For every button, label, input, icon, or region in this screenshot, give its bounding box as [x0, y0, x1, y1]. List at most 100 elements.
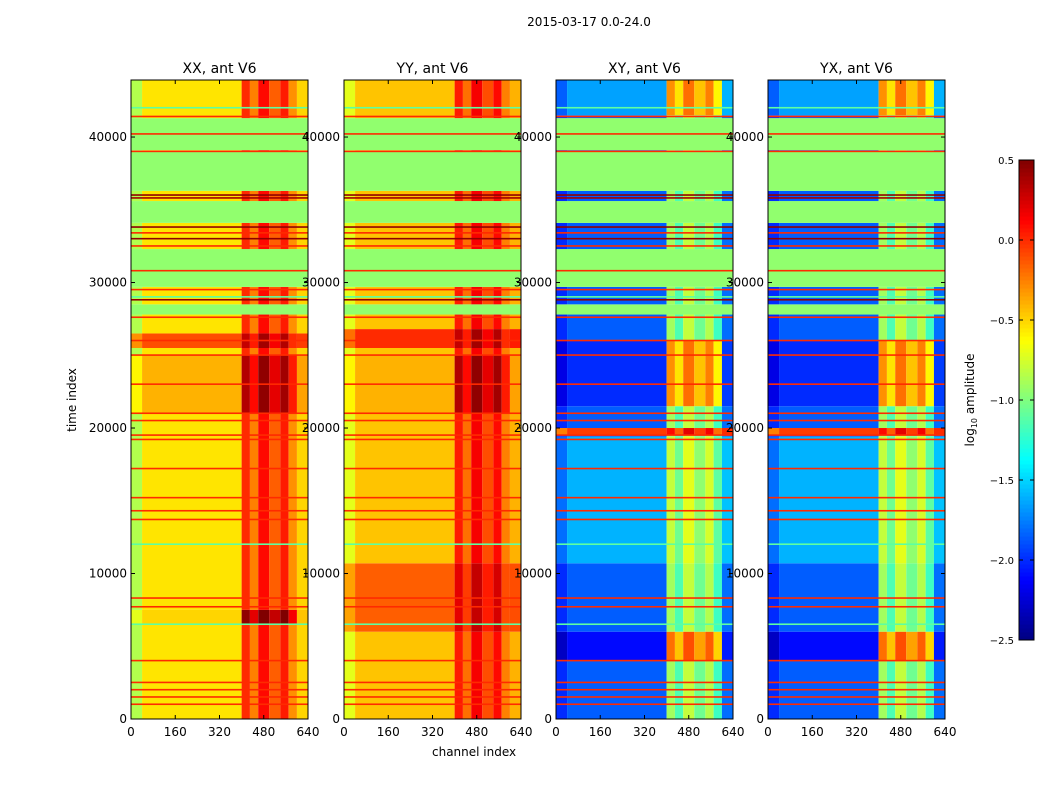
heatmap-cell	[925, 435, 934, 437]
heatmap-cell	[493, 347, 502, 356]
x-tick-label: 480	[889, 725, 912, 739]
flag-line	[768, 383, 945, 385]
colorbar-tick-label: −2.5	[990, 636, 1014, 647]
flag-line	[344, 623, 521, 626]
flag-line	[768, 518, 945, 521]
heatmap-cell	[258, 413, 270, 610]
flag-line	[556, 354, 733, 356]
heatmap-cell	[768, 286, 780, 305]
flag-line	[131, 288, 308, 291]
heatmap-cell	[674, 435, 684, 437]
heatmap-cell	[482, 314, 494, 330]
colorbar-segment	[1019, 460, 1034, 465]
heatmap-cell	[355, 314, 455, 330]
flag-line	[344, 150, 521, 153]
heatmap-cell	[933, 340, 945, 407]
flag-line	[768, 269, 945, 272]
heatmap-cell	[906, 340, 918, 407]
flag-line	[768, 623, 945, 626]
colorbar-segment	[1019, 476, 1034, 481]
heatmap-cell	[895, 222, 907, 250]
flag-line	[131, 509, 308, 512]
heatmap-cell	[666, 314, 675, 341]
heatmap-cell	[131, 201, 308, 223]
flag-line	[344, 354, 521, 356]
flag-line	[344, 269, 521, 272]
heatmap-cell	[296, 222, 308, 250]
heatmap-cell	[454, 80, 463, 119]
heatmap-cell	[666, 631, 675, 661]
flag-line	[768, 412, 945, 415]
flag-line	[768, 288, 945, 291]
colorbar-segment	[1019, 260, 1034, 265]
y-tick-label: 40000	[302, 130, 340, 144]
colorbar-segment	[1019, 264, 1034, 269]
heatmap-cell	[258, 624, 270, 719]
flag-line	[556, 419, 733, 422]
heatmap-cell	[344, 304, 521, 315]
colorbar-segment	[1019, 332, 1034, 337]
heatmap-cell	[694, 436, 706, 564]
heatmap-cell	[482, 631, 494, 719]
heatmap-cell	[556, 190, 568, 202]
y-tick-label: 20000	[514, 421, 552, 435]
heatmap-cell	[925, 406, 934, 429]
heatmap-cell	[269, 413, 281, 610]
heatmap-cell	[556, 428, 568, 436]
flag-line	[556, 623, 733, 626]
flag-line	[344, 194, 521, 196]
heatmap-cell	[878, 435, 887, 437]
heatmap-cell	[705, 436, 714, 564]
flag-line	[131, 419, 308, 422]
heatmap-cell	[768, 80, 780, 116]
heatmap-cell	[454, 222, 463, 250]
heatmap-cell	[454, 286, 463, 305]
heatmap-cell	[482, 413, 494, 564]
flag-line	[131, 696, 308, 698]
heatmap-cell	[895, 340, 907, 407]
colorbar-segment	[1019, 504, 1034, 509]
y-tick-label: 0	[119, 712, 127, 726]
heatmap-cell	[917, 286, 926, 305]
heatmap-cell	[471, 190, 483, 202]
flag-line	[344, 298, 521, 301]
flag-line	[344, 232, 521, 234]
y-tick-label: 20000	[89, 421, 127, 435]
flag-line	[344, 496, 521, 499]
heatmap-cell	[567, 436, 667, 564]
flag-line	[344, 133, 521, 135]
flag-line	[768, 681, 945, 684]
flag-line	[131, 467, 308, 470]
flag-line	[131, 681, 308, 684]
colorbar-segment	[1019, 256, 1034, 261]
flag-line	[768, 354, 945, 356]
flag-line	[556, 245, 733, 247]
heatmap-cell	[241, 624, 250, 719]
heatmap-cell	[768, 151, 945, 191]
flag-line	[556, 605, 733, 608]
colorbar-segment	[1019, 192, 1034, 197]
flag-line	[344, 509, 521, 512]
flag-line	[344, 434, 521, 436]
flag-line	[556, 696, 733, 698]
heatmap-cell	[683, 340, 695, 407]
heatmap-cell	[241, 222, 250, 250]
colorbar-segment	[1019, 560, 1034, 565]
heatmap-cell	[249, 624, 259, 719]
heatmap-cell	[288, 413, 297, 610]
colorbar-segment	[1019, 280, 1034, 285]
y-tick-label: 30000	[726, 276, 764, 290]
heatmap-cell	[288, 624, 297, 719]
heatmap-cell	[705, 406, 714, 429]
colorbar-segment	[1019, 588, 1034, 593]
heatmap-cell	[501, 190, 510, 202]
heatmap-cell	[344, 413, 356, 564]
heatmap-cell	[142, 314, 242, 334]
flag-line	[556, 133, 733, 135]
heatmap-cell	[906, 190, 918, 202]
heatmap-cell	[462, 329, 472, 348]
colorbar-segment	[1019, 384, 1034, 389]
heatmap-cell	[280, 624, 289, 719]
colorbar-segment	[1019, 252, 1034, 257]
heatmap-cell	[280, 286, 289, 305]
